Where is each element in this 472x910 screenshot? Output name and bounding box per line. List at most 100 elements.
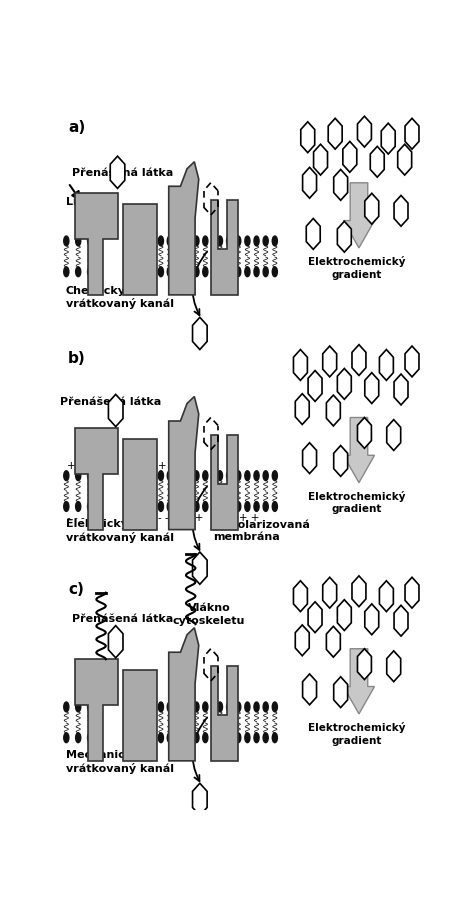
Text: - - -: - - -: [158, 512, 176, 522]
Circle shape: [158, 470, 163, 480]
Polygon shape: [365, 373, 379, 403]
Circle shape: [218, 501, 222, 511]
Polygon shape: [295, 394, 309, 425]
Polygon shape: [337, 600, 351, 631]
Circle shape: [194, 236, 199, 246]
Circle shape: [158, 236, 163, 246]
Polygon shape: [337, 369, 351, 399]
Text: Přenášená látka: Přenášená látka: [59, 397, 161, 407]
Circle shape: [254, 733, 259, 743]
Polygon shape: [76, 659, 118, 761]
Circle shape: [64, 470, 69, 480]
Circle shape: [272, 236, 278, 246]
Polygon shape: [169, 162, 199, 295]
Circle shape: [167, 733, 172, 743]
Circle shape: [64, 267, 69, 277]
Polygon shape: [379, 349, 393, 380]
Polygon shape: [405, 118, 419, 149]
Polygon shape: [326, 395, 340, 426]
Text: - -: - -: [170, 460, 181, 470]
Circle shape: [176, 733, 181, 743]
Polygon shape: [334, 677, 348, 708]
Circle shape: [176, 702, 181, 712]
Circle shape: [150, 267, 154, 277]
Circle shape: [185, 702, 190, 712]
Polygon shape: [110, 157, 125, 188]
Text: membrána: membrána: [212, 531, 279, 541]
Polygon shape: [76, 193, 118, 295]
Polygon shape: [343, 141, 357, 172]
Circle shape: [76, 236, 81, 246]
FancyArrow shape: [344, 183, 374, 248]
Circle shape: [236, 501, 241, 511]
Polygon shape: [323, 577, 337, 608]
Polygon shape: [370, 147, 384, 177]
Circle shape: [203, 733, 208, 743]
Circle shape: [245, 702, 250, 712]
Text: Mechanicky: Mechanicky: [66, 751, 139, 761]
Polygon shape: [394, 374, 408, 405]
Circle shape: [64, 501, 69, 511]
Circle shape: [150, 501, 154, 511]
FancyArrow shape: [344, 418, 374, 482]
Circle shape: [203, 267, 208, 277]
Polygon shape: [76, 428, 118, 530]
Polygon shape: [294, 349, 307, 380]
Circle shape: [87, 236, 93, 246]
Circle shape: [167, 267, 172, 277]
Circle shape: [245, 501, 250, 511]
Circle shape: [203, 501, 208, 511]
Circle shape: [76, 470, 81, 480]
Text: vrátkovaný kanál: vrátkovaný kanál: [66, 531, 174, 542]
Text: Depolarizovaná: Depolarizovaná: [212, 519, 310, 530]
Polygon shape: [381, 123, 395, 154]
Circle shape: [185, 470, 190, 480]
Circle shape: [141, 501, 146, 511]
Circle shape: [245, 470, 250, 480]
Circle shape: [272, 733, 278, 743]
Circle shape: [141, 733, 146, 743]
Circle shape: [263, 236, 268, 246]
Circle shape: [185, 501, 190, 511]
Circle shape: [227, 702, 232, 712]
Polygon shape: [328, 118, 342, 149]
Polygon shape: [123, 670, 157, 761]
Circle shape: [158, 267, 163, 277]
Circle shape: [176, 236, 181, 246]
Polygon shape: [301, 122, 315, 153]
Circle shape: [87, 733, 93, 743]
Circle shape: [245, 236, 250, 246]
Polygon shape: [337, 221, 351, 252]
Polygon shape: [398, 144, 412, 175]
Circle shape: [176, 501, 181, 511]
Circle shape: [167, 470, 172, 480]
Circle shape: [176, 267, 181, 277]
Polygon shape: [211, 666, 238, 761]
Circle shape: [245, 733, 250, 743]
Circle shape: [227, 267, 232, 277]
Circle shape: [158, 702, 163, 712]
Text: + + +: + + +: [158, 460, 190, 470]
Circle shape: [141, 702, 146, 712]
Circle shape: [176, 470, 181, 480]
Circle shape: [218, 702, 222, 712]
Circle shape: [263, 470, 268, 480]
Circle shape: [185, 733, 190, 743]
Text: Elektricky: Elektricky: [66, 519, 127, 529]
Circle shape: [218, 267, 222, 277]
Circle shape: [76, 267, 81, 277]
Circle shape: [227, 501, 232, 511]
Circle shape: [76, 501, 81, 511]
Text: + + +: + + +: [67, 460, 100, 470]
Circle shape: [87, 501, 93, 511]
Circle shape: [236, 236, 241, 246]
Circle shape: [236, 733, 241, 743]
Text: Vlákno
cytoskeletu: Vlákno cytoskeletu: [173, 603, 245, 625]
Circle shape: [203, 236, 208, 246]
Polygon shape: [193, 552, 207, 584]
Circle shape: [64, 236, 69, 246]
Polygon shape: [169, 397, 199, 530]
Circle shape: [76, 702, 81, 712]
Circle shape: [263, 501, 268, 511]
Polygon shape: [357, 418, 371, 449]
